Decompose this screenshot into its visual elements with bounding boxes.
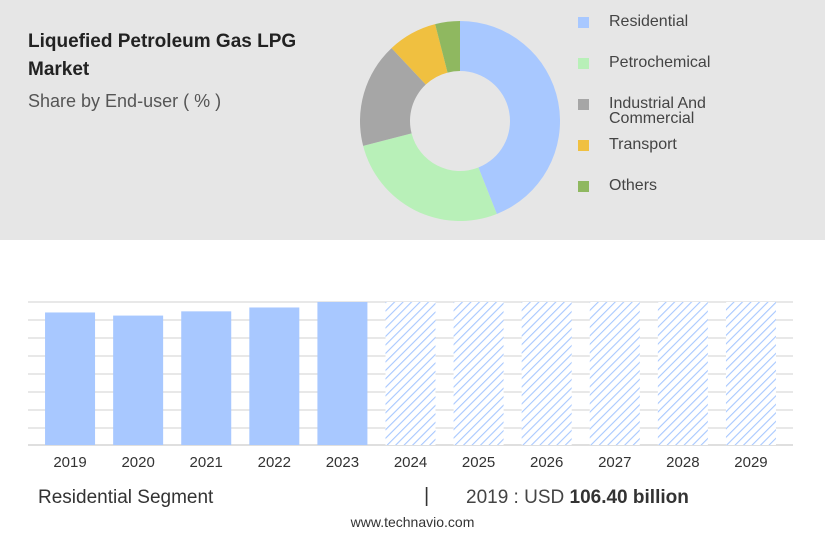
donut-slice [435,21,460,73]
legend-label: Transport [609,136,677,153]
x-tick-label: 2026 [530,454,563,471]
chart-subtitle: Share by End-user ( % ) [28,91,222,111]
donut-slice [360,48,426,146]
legend-swatch [578,58,589,69]
x-tick-label: 2027 [598,454,631,471]
x-tick-label: 2029 [734,454,767,471]
forecast-bar [385,302,436,445]
legend-swatch [578,17,589,28]
website-link[interactable]: www.technavio.com [350,514,475,530]
bar [45,312,96,445]
legend-label: Others [609,177,658,194]
x-tick-label: 2028 [666,454,699,471]
legend-swatch [578,99,589,110]
value-amount: 106.40 billion [569,487,689,508]
footer-separator: | [424,485,430,507]
bar [113,315,164,445]
x-tick-label: 2023 [326,454,359,471]
x-tick-label: 2021 [190,454,223,471]
legend-label: Petrochemical [609,54,711,71]
donut-slice [460,21,560,214]
segment-label: Residential Segment [38,487,214,508]
forecast-bar [657,302,708,445]
x-tick-label: 2020 [121,454,154,471]
legend-label: Residential [609,13,689,30]
header-panel: Liquefied Petroleum Gas LPG Market Share… [0,0,825,240]
bar [181,311,232,445]
donut-slice [391,24,448,85]
donut-slice [363,133,497,221]
bar-chart: 2019 2020 2021 2022 2023 2024 2025 2026 2027 2028… [28,301,793,471]
forecast-bar [521,302,572,445]
legend-label: Industrial And Commercial [609,95,706,127]
forecast-bar [725,302,776,445]
donut-chart [360,21,560,221]
legend-swatch [578,181,589,192]
legend-swatch [578,140,589,151]
footer-value: 2019 : USD 106.40 billion [466,487,689,509]
forecast-bar [453,302,504,445]
x-tick-label: 2024 [394,454,427,471]
forecast-bar [589,302,640,445]
value-prefix: 2019 : USD [466,487,565,508]
x-tick-label: 2022 [258,454,291,471]
bar [317,302,368,445]
x-tick-label: 2025 [462,454,495,471]
x-tick-label: 2019 [53,454,86,471]
chart-title: Liquefied Petroleum Gas LPG Market [28,31,297,80]
bar [249,307,300,445]
